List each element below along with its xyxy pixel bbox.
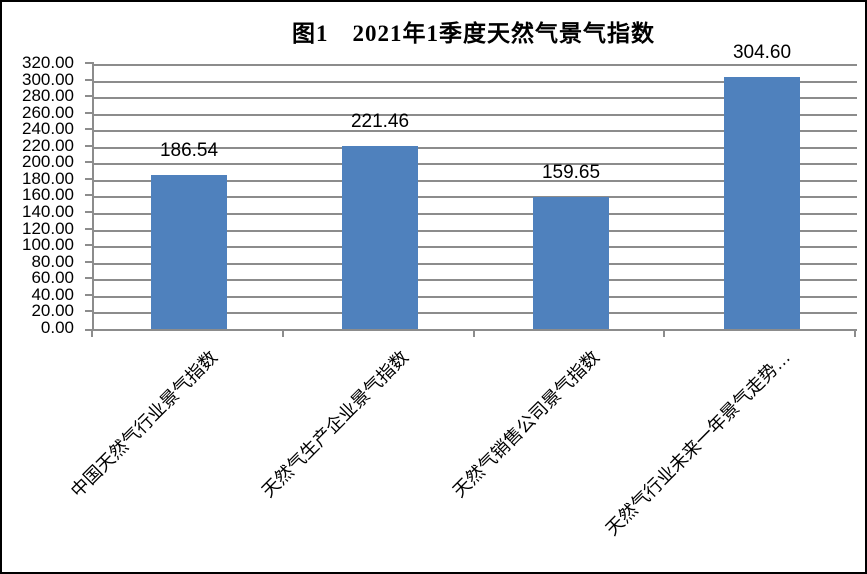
gridline [94, 213, 857, 215]
gridline [94, 114, 857, 116]
x-axis-tick [91, 329, 93, 337]
y-tick-label: 180.00 [22, 169, 74, 188]
gridline [94, 163, 857, 165]
gridline [94, 296, 857, 298]
y-axis-tick [85, 112, 94, 114]
y-tick-label: 220.00 [22, 136, 74, 155]
x-axis-label: 天然气生产企业景气指数 [257, 347, 413, 502]
y-axis-tick [85, 161, 94, 163]
y-axis-tick [85, 178, 94, 180]
x-axis-tick [854, 329, 856, 337]
bar-value-label: 304.60 [732, 42, 792, 63]
y-tick-label: 300.00 [22, 70, 74, 89]
y-axis-tick [85, 79, 94, 81]
y-axis-tick [85, 194, 94, 196]
y-tick-label: 280.00 [22, 86, 74, 105]
y-tick-label: 260.00 [22, 103, 74, 122]
y-tick-label: 0.00 [40, 318, 74, 337]
y-tick-label: 40.00 [31, 285, 74, 304]
y-axis-tick [85, 329, 94, 331]
gridline [94, 230, 857, 232]
y-axis-tick [85, 95, 94, 97]
y-axis-tick [85, 261, 94, 263]
gridline [94, 196, 857, 198]
y-axis-tick [85, 145, 94, 147]
bar [724, 77, 800, 329]
bar [533, 197, 609, 329]
gridline [94, 263, 857, 265]
y-tick-label: 100.00 [22, 235, 74, 254]
gridline [94, 246, 857, 248]
y-tick-label: 140.00 [22, 202, 74, 221]
gridline [94, 81, 857, 83]
y-tick-label: 240.00 [22, 119, 74, 138]
gridline [94, 312, 857, 314]
plot-area: 186.54 221.46 159.65 304.60 [92, 43, 857, 331]
y-tick-label: 20.00 [31, 301, 74, 320]
chart-title: 图1 2021年1季度天然气景气指数 [292, 21, 655, 46]
bar [342, 146, 418, 329]
y-axis-tick [85, 62, 94, 64]
y-tick-label: 320.00 [22, 53, 74, 72]
y-axis-tick [85, 228, 94, 230]
x-axis-label: 中国天然气行业景气指数 [66, 347, 222, 502]
bar-value-label: 186.54 [159, 140, 219, 161]
y-axis-tick [85, 310, 94, 312]
y-tick-label: 120.00 [22, 219, 74, 238]
x-axis-label: 天然气销售公司景气指数 [448, 347, 604, 502]
x-axis-tick [473, 329, 475, 337]
y-axis-tick [85, 128, 94, 130]
y-axis-tick [85, 211, 94, 213]
bar-value-label: 159.65 [541, 162, 601, 183]
bar [151, 175, 227, 329]
y-tick-label: 80.00 [31, 252, 74, 271]
y-tick-label: 160.00 [22, 185, 74, 204]
gridline [94, 279, 857, 281]
x-axis-tick [282, 329, 284, 337]
gridline [94, 180, 857, 182]
gridline [94, 130, 857, 132]
y-tick-label: 200.00 [22, 152, 74, 171]
gridline [94, 97, 857, 99]
y-axis-tick [85, 277, 94, 279]
x-axis-tick [663, 329, 665, 337]
y-axis-tick [85, 244, 94, 246]
x-axis-label: 天然气行业未来一年景气走势… [601, 347, 795, 540]
gridline [94, 147, 857, 149]
bar-value-label: 221.46 [350, 111, 410, 132]
gridline [94, 64, 857, 66]
y-tick-label: 60.00 [31, 268, 74, 287]
y-axis-tick [85, 294, 94, 296]
